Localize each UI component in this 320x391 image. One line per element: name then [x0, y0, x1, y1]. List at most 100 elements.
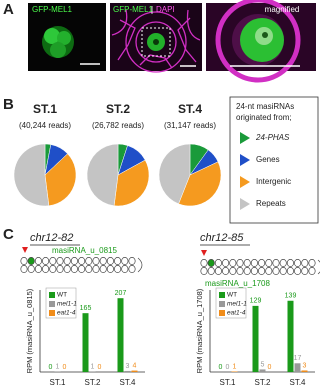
hairpin-unit — [78, 257, 86, 265]
hairpin-unit — [63, 257, 71, 265]
hairpin-unit — [200, 267, 208, 275]
hairpin-unit — [243, 259, 251, 267]
hairpin-unit — [258, 259, 266, 267]
pie-slice — [44, 153, 77, 207]
hairpin-unit — [99, 265, 107, 273]
value-label: 17 — [294, 355, 302, 362]
value-label: 165 — [80, 305, 92, 312]
x-tick-label: ST.1 — [219, 378, 236, 387]
hairpin-loop — [317, 259, 320, 275]
pie-title: ST.1 — [33, 102, 57, 116]
value-label: 0 — [49, 364, 53, 371]
x-tick-label: ST.2 — [254, 378, 271, 387]
legend-entry: mel1-1 — [227, 301, 247, 308]
legend-swatch — [219, 301, 225, 307]
pie-slice — [13, 143, 50, 207]
legend-swatch — [219, 310, 225, 316]
image-label: GFP-MEL1 — [113, 5, 154, 14]
value-label: 1 — [91, 363, 95, 370]
hairpin-unit — [106, 257, 114, 265]
hairpin-unit — [49, 265, 57, 273]
pie-slice — [113, 159, 150, 207]
bar — [231, 371, 238, 372]
hairpin-unit — [85, 257, 93, 265]
hairpin-unit — [56, 257, 64, 265]
legend-entry: mel1-1 — [57, 301, 77, 308]
pie-subtitle: (31,147 reads) — [164, 121, 216, 130]
hairpin-unit — [308, 259, 316, 267]
legend-swatch — [49, 292, 55, 298]
panel-label: C — [3, 226, 14, 243]
mirna-label: masiRNA_u_1708 — [205, 279, 270, 288]
legend-entry: Genes — [256, 155, 280, 164]
mirna-label: masiRNA_u_0815 — [52, 246, 117, 255]
hairpin-unit — [294, 259, 302, 267]
hairpin-unit — [250, 267, 258, 275]
legend-entry: eat1-4 — [227, 310, 246, 317]
pie-slice — [178, 161, 222, 207]
hairpin-unit — [121, 257, 129, 265]
legend-swatch — [240, 132, 250, 144]
hairpin-unit — [301, 267, 309, 275]
hairpin-unit — [265, 259, 273, 267]
hairpin-loop — [137, 257, 143, 273]
hairpin-unit — [34, 265, 42, 273]
image-label: magnified — [265, 5, 300, 14]
hairpin-unit — [222, 267, 230, 275]
legend-swatch — [219, 292, 225, 298]
value-label: 1 — [56, 363, 60, 370]
legend-entry: WT — [57, 292, 67, 299]
legend-swatch — [240, 176, 250, 188]
hairpin-unit — [214, 259, 222, 267]
hairpin-unit — [207, 267, 215, 275]
hairpin-unit — [222, 259, 230, 267]
hairpin-unit — [92, 265, 100, 273]
hairpin-unit — [27, 265, 35, 273]
value-label: 0 — [268, 364, 272, 371]
hairpin-unit — [279, 267, 287, 275]
value-label: 0 — [219, 364, 223, 371]
hairpin-unit — [272, 259, 280, 267]
bar — [124, 370, 131, 372]
hairpin-unit — [99, 257, 107, 265]
marker — [22, 247, 28, 253]
bar — [294, 363, 301, 372]
hairpin-unit — [128, 265, 136, 273]
locus-name: chr12-82 — [30, 232, 73, 244]
pie-slice — [86, 143, 119, 207]
locus-name: chr12-85 — [200, 232, 244, 244]
hairpin-unit — [236, 267, 244, 275]
hairpin-unit — [200, 259, 208, 267]
hairpin-unit — [70, 257, 78, 265]
pie-title: ST.4 — [178, 102, 202, 116]
legend-entry: Repeats — [256, 199, 286, 208]
legend-swatch — [240, 198, 250, 210]
hairpin-unit — [42, 265, 50, 273]
hairpin-unit — [20, 257, 28, 265]
hairpin-unit — [128, 257, 136, 265]
y-axis-label: RPM (masiRNA_u_0815) — [25, 288, 34, 373]
legend-swatch — [49, 301, 55, 307]
bar — [259, 369, 266, 372]
value-label: 207 — [115, 290, 127, 297]
pie-slice — [158, 143, 191, 205]
marker — [201, 250, 207, 256]
pie-title: ST.2 — [106, 102, 130, 116]
value-label: 0 — [226, 364, 230, 371]
hairpin-unit — [279, 259, 287, 267]
hairpin-unit — [286, 259, 294, 267]
legend-entry: 24-PHAS — [255, 133, 290, 142]
panel-label: A — [3, 1, 14, 18]
value-label: 3 — [126, 363, 130, 370]
hairpin-unit — [121, 265, 129, 273]
x-tick-label: ST.4 — [119, 378, 136, 387]
legend-swatch — [240, 154, 250, 166]
legend-swatch — [49, 310, 55, 316]
bar — [82, 313, 89, 372]
hairpin-unit — [56, 265, 64, 273]
hairpin-unit — [20, 265, 28, 273]
hairpin-unit — [286, 267, 294, 275]
hairpin-unit — [308, 267, 316, 275]
legend-entry: WT — [227, 292, 237, 299]
